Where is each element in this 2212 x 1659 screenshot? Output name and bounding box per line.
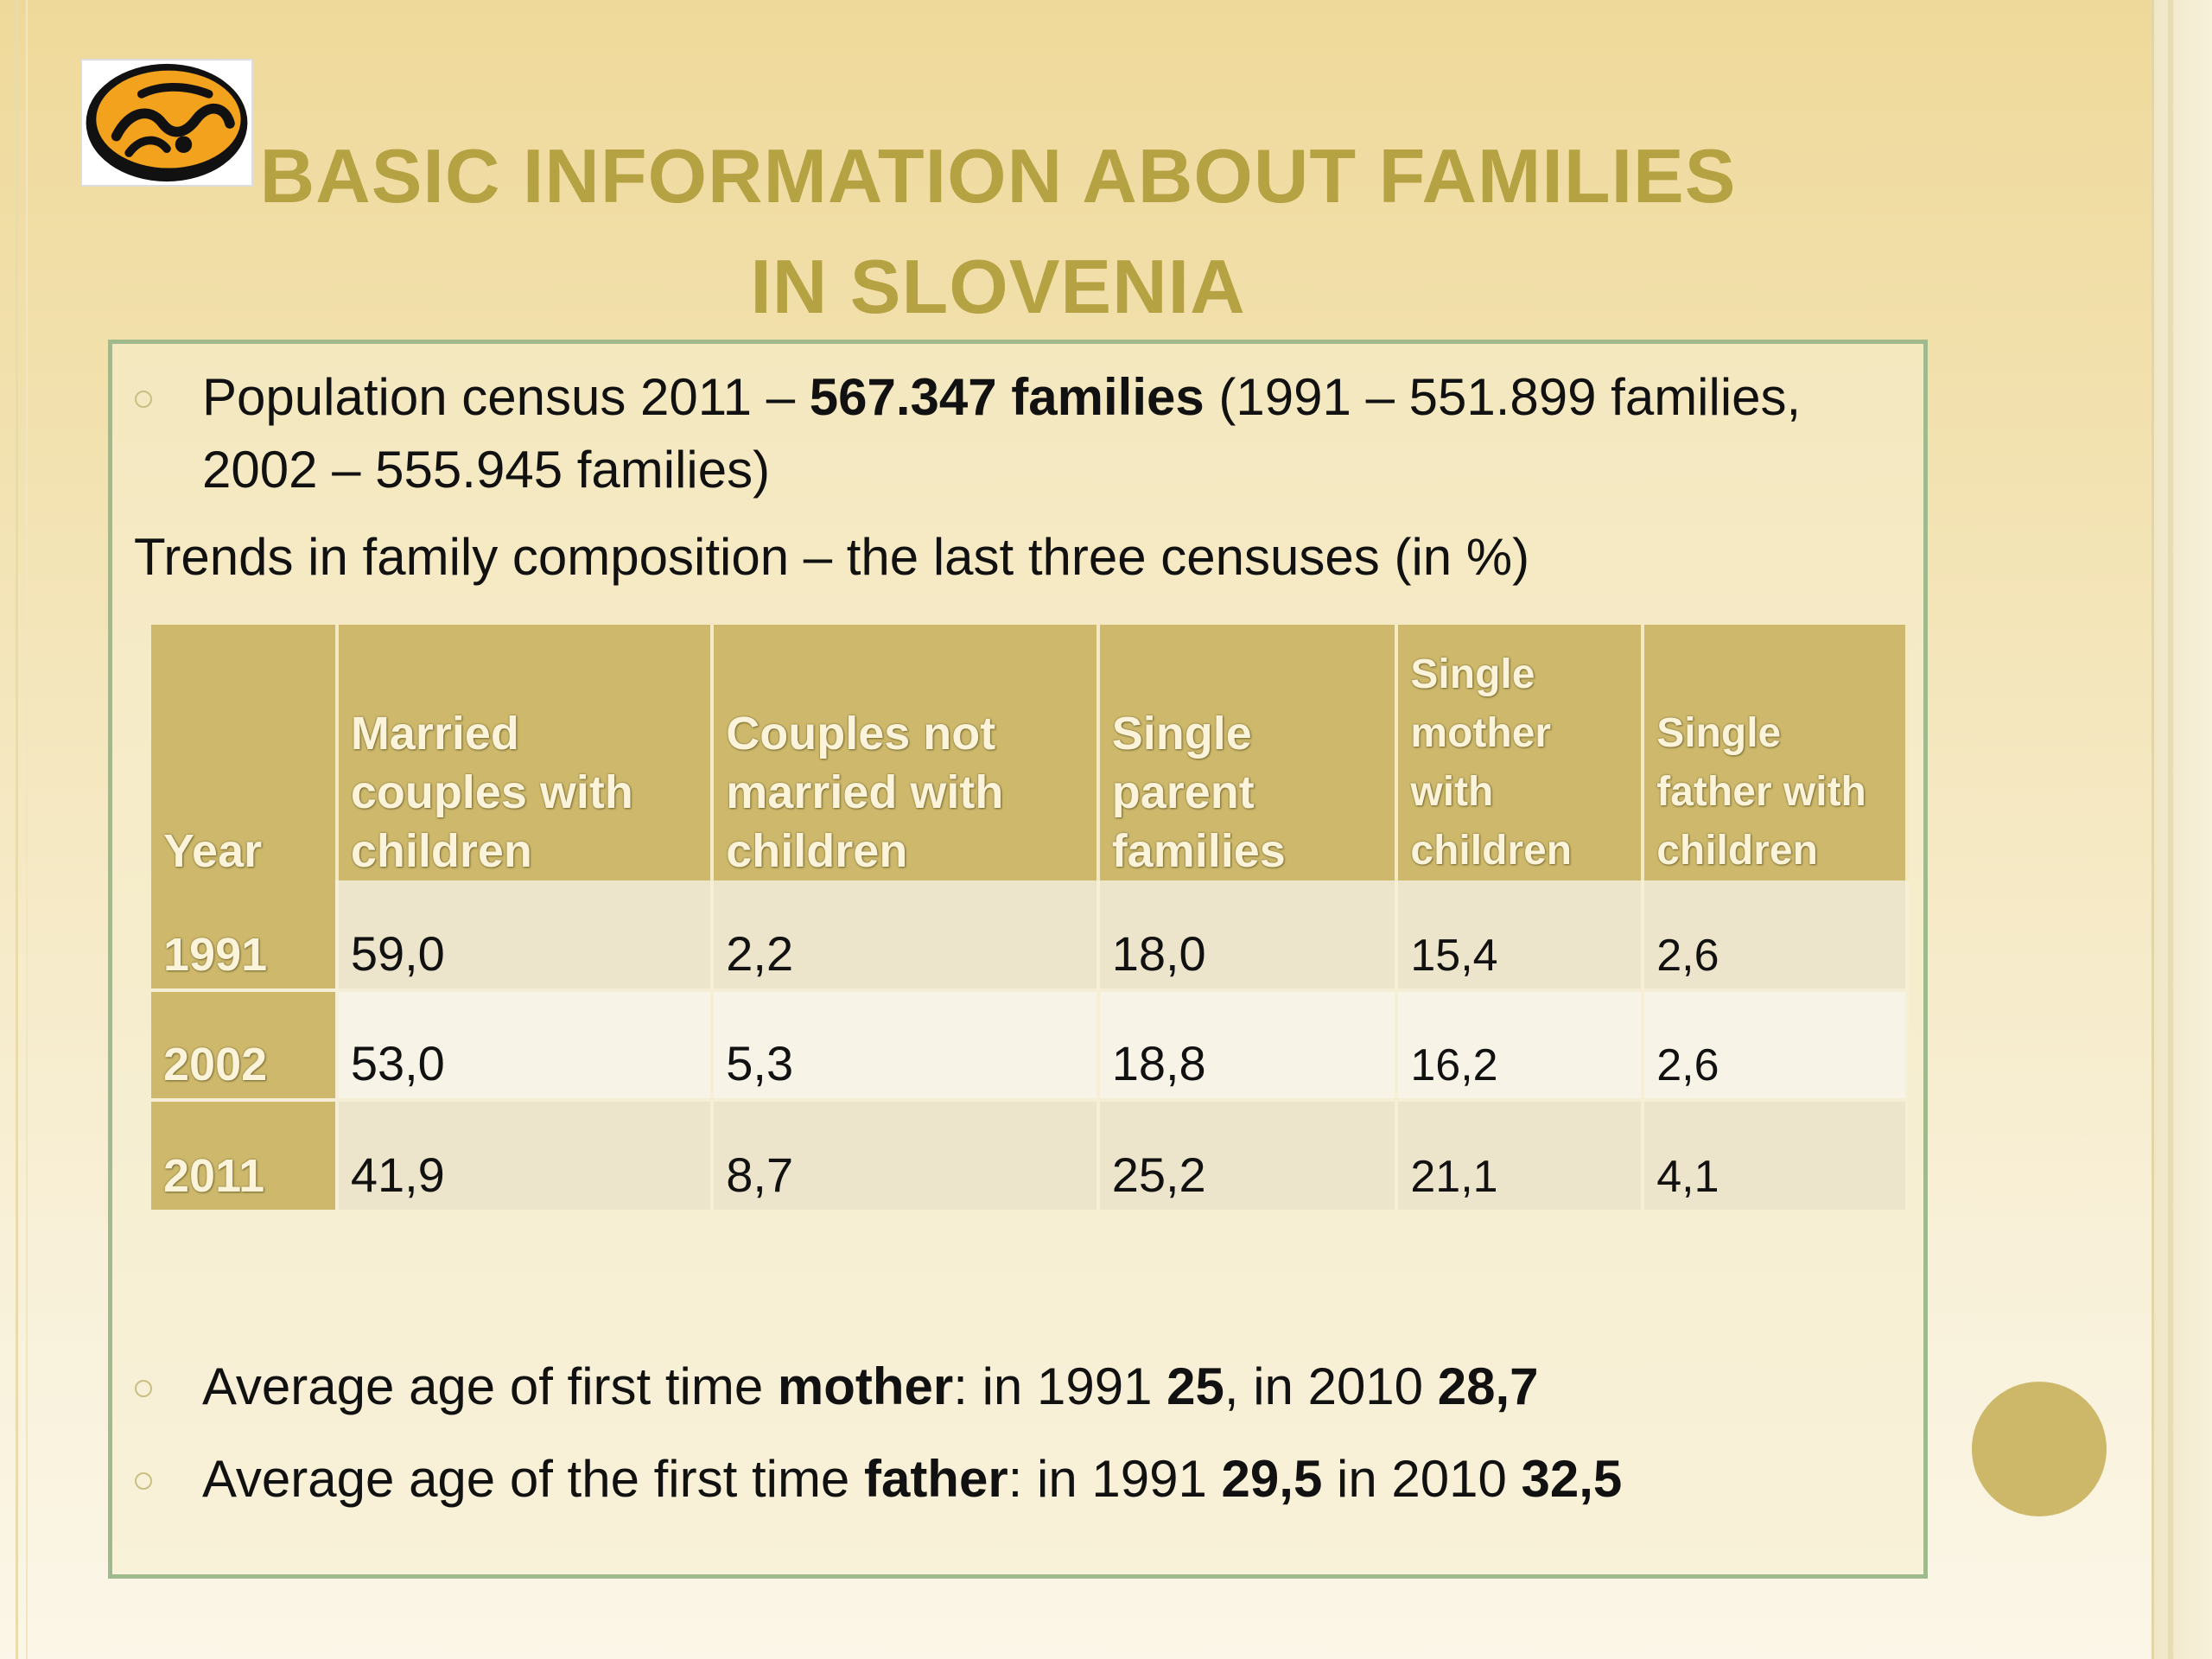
table-cell: 21,1	[1396, 1098, 1645, 1210]
header-year: Year	[151, 625, 339, 880]
mother-age-text-3: , in 2010	[1224, 1357, 1438, 1415]
father-age-2010: 32,5	[1521, 1450, 1623, 1508]
mother-age-1991: 25	[1166, 1357, 1224, 1415]
cell-year: 2011	[151, 1098, 339, 1210]
father-age-text-2: : in 1991	[1007, 1450, 1222, 1508]
father-age-text-3: in 2010	[1322, 1450, 1522, 1508]
cell-year: 2002	[151, 988, 339, 1100]
header-married-couples: Married couples with children	[336, 625, 715, 880]
father-age-text: Average age of the first time	[202, 1450, 864, 1508]
table-cell: 16,2	[1396, 988, 1645, 1100]
content-box: Population census 2011 – 567.347 familie…	[108, 340, 1928, 1579]
hands-logo-icon	[80, 59, 253, 187]
father-keyword: father	[863, 1450, 1008, 1508]
table-row: 2002 53,0 5,3 18,8 16,2 2,6	[151, 988, 1909, 1100]
page-title: BASIC INFORMATION ABOUT FAMILIES IN SLOV…	[216, 121, 1780, 342]
bullet-circle-icon	[135, 1380, 152, 1397]
table-cell: 53,0	[336, 988, 715, 1100]
table-cell: 2,6	[1643, 880, 1909, 990]
table-cell: 15,4	[1396, 880, 1645, 990]
table-cell: 41,9	[336, 1098, 715, 1210]
table-cell: 4,1	[1643, 1098, 1909, 1210]
header-single-mother: Single mother with children	[1396, 625, 1645, 880]
table-cell: 18,8	[1097, 988, 1399, 1100]
header-single-father: Single father with children	[1643, 625, 1909, 880]
cell-year: 1991	[151, 880, 339, 990]
family-composition-table: Year Married couples with children Coupl…	[151, 625, 1909, 1210]
header-single-parent: Single parent families	[1097, 625, 1399, 880]
census-highlight: 567.347 families	[809, 368, 1205, 426]
mother-age-text: Average age of first time	[202, 1357, 778, 1415]
title-line-2: IN SLOVENIA	[750, 244, 1246, 329]
census-suffix: (1991 – 551.899 families,	[1204, 368, 1802, 426]
table-cell: 8,7	[712, 1098, 1100, 1210]
decorative-left-line	[16, 0, 18, 1659]
table-cell: 59,0	[336, 880, 715, 990]
decorative-circle	[1972, 1382, 2107, 1516]
table-row: 1991 59,0 2,2 18,0 15,4 2,6	[151, 880, 1909, 990]
trends-heading: Trends in family composition – the last …	[134, 528, 1530, 586]
mother-age-2010: 28,7	[1437, 1357, 1539, 1415]
bullet-circle-icon	[135, 391, 152, 408]
mother-age-bullet: Average age of first time mother: in 199…	[135, 1351, 1539, 1423]
table-cell: 2,6	[1643, 988, 1909, 1100]
census-prefix: Population census 2011 –	[202, 368, 810, 426]
decorative-left-line-inner	[26, 0, 28, 1659]
father-age-bullet: Average age of the first time father: in…	[135, 1443, 1623, 1516]
census-bullet: Population census 2011 – 567.347 familie…	[135, 361, 1802, 506]
census-line2: 2002 – 555.945 families)	[202, 441, 771, 499]
table-row: 2011 41,9 8,7 25,2 21,1 4,1	[151, 1098, 1909, 1210]
father-age-1991: 29,5	[1221, 1450, 1323, 1508]
mother-age-text-2: : in 1991	[953, 1357, 1167, 1415]
bullet-circle-icon	[135, 1472, 152, 1490]
title-line-1: BASIC INFORMATION ABOUT FAMILIES	[259, 133, 1737, 219]
decorative-right-strip	[2152, 0, 2212, 1659]
table-cell: 18,0	[1097, 880, 1399, 990]
table-cell: 2,2	[712, 880, 1100, 990]
mother-keyword: mother	[777, 1357, 954, 1415]
header-couples-not-married: Couples not married with children	[712, 625, 1100, 880]
table-cell: 5,3	[712, 988, 1100, 1100]
table-cell: 25,2	[1097, 1098, 1399, 1210]
table-header-row: Year Married couples with children Coupl…	[151, 625, 1909, 880]
